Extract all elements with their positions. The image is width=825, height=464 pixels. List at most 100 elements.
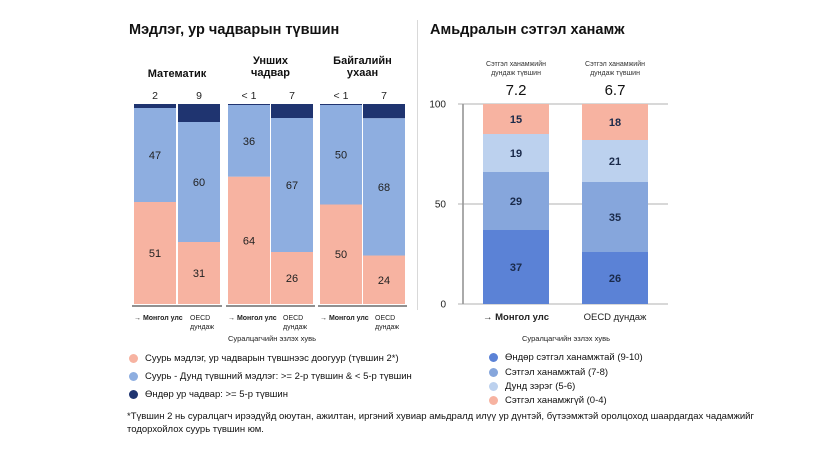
category-label: → Монгол улс — [134, 315, 183, 322]
right-legend-swatch — [489, 353, 498, 362]
bar-segment — [228, 104, 270, 105]
left-legend-swatch — [129, 372, 138, 381]
data-label: 19 — [510, 148, 522, 160]
left-legend-swatch — [129, 354, 138, 363]
data-label: 29 — [510, 196, 522, 208]
left-legend-label: Суурь - Дунд түвшний мэдлэг: >= 2-р түвш… — [145, 371, 412, 382]
bar-segment — [582, 182, 648, 252]
top-value-label: < 1 — [242, 90, 257, 102]
bar-segment — [134, 104, 176, 108]
bar-segment — [483, 134, 549, 172]
bar-segment — [320, 204, 362, 304]
bar-segment — [178, 242, 220, 304]
data-label: 15 — [510, 114, 522, 126]
category-label: → Монгол улс — [228, 315, 277, 322]
category-label: дундаж — [190, 324, 214, 331]
subject-label: Математик — [148, 68, 207, 80]
data-label: 68 — [378, 182, 390, 194]
mean-value: 7.2 — [506, 82, 527, 99]
bar-segment — [228, 176, 270, 304]
top-value-label: 7 — [289, 90, 295, 102]
right-chart-title: Амьдралын сэтгэл ханамж — [430, 22, 625, 38]
left-legend-item-0: Суурь мэдлэг, ур чадварын түвшнээс доогу… — [129, 353, 399, 364]
bar-segment — [271, 118, 313, 252]
data-label: 26 — [286, 273, 298, 285]
data-label: 24 — [378, 275, 390, 287]
bar-segment — [483, 104, 549, 134]
right-legend-item-3: Сэтгэл ханамжгүй (0-4) — [489, 395, 607, 406]
subject-label: Байгалийн — [333, 55, 392, 67]
left-legend-swatch — [129, 390, 138, 399]
right-legend-label: Өндөр сэтгэл ханамжтай (9-10) — [505, 352, 643, 363]
bar-segment — [582, 104, 648, 140]
bar-segment — [320, 104, 362, 205]
bar-segment — [582, 252, 648, 304]
data-label: 21 — [609, 156, 621, 168]
y-tick-label: 0 — [440, 300, 446, 311]
bar-segment — [483, 230, 549, 304]
bar-segment — [228, 104, 270, 177]
top-value-label: 2 — [152, 90, 158, 102]
data-label: 60 — [193, 177, 205, 189]
category-label: OECD — [190, 315, 210, 322]
right-legend-label: Сэтгэл ханамжтай (7-8) — [505, 367, 609, 378]
right-legend-label: Сэтгэл ханамжгүй (0-4) — [505, 395, 607, 406]
data-label: 37 — [510, 262, 522, 274]
left-legend-label: Өндөр ур чадвар: >= 5-р түвшин — [145, 389, 288, 400]
category-label: OECD — [375, 315, 395, 322]
data-label: 31 — [193, 268, 205, 280]
category-label: дундаж — [375, 324, 399, 331]
data-label: 35 — [609, 212, 621, 224]
mean-value: 6.7 — [605, 82, 626, 99]
data-label: 67 — [286, 180, 298, 192]
x-axis-title: Суралцагчийн эзлэх хувь — [522, 334, 610, 343]
right-legend-label: Дунд зэрэг (5-6) — [505, 381, 576, 392]
category-label: OECD дундаж — [584, 312, 647, 323]
data-label: 50 — [335, 150, 347, 162]
bar-segment — [483, 172, 549, 230]
panel-divider — [417, 20, 418, 310]
data-label: 47 — [149, 150, 161, 162]
y-tick-label: 100 — [429, 100, 446, 111]
bar-segment — [178, 122, 220, 242]
category-label: → Монгол улс — [483, 312, 549, 323]
bar-segment — [363, 255, 405, 304]
right-legend-item-1: Сэтгэл ханамжтай (7-8) — [489, 367, 608, 378]
y-tick-label: 50 — [435, 200, 447, 211]
bar-segment — [363, 104, 405, 119]
category-label: OECD — [283, 315, 303, 322]
mean-header-label: дундаж түвшин — [590, 70, 640, 77]
bar-segment — [178, 104, 220, 122]
data-label: 64 — [243, 235, 255, 247]
right-legend-item-0: Өндөр сэтгэл ханамжтай (9-10) — [489, 352, 643, 363]
top-value-label: < 1 — [334, 90, 349, 102]
x-axis-title: Суралцагчийн эзлэх хувь — [228, 334, 316, 343]
category-label: дундаж — [283, 324, 307, 331]
left-legend-item-2: Өндөр ур чадвар: >= 5-р түвшин — [129, 389, 288, 400]
top-value-label: 9 — [196, 90, 202, 102]
bar-segment — [134, 202, 176, 304]
subject-label: чадвар — [251, 67, 290, 79]
bar-segment — [271, 252, 313, 304]
bar-segment — [320, 104, 362, 105]
data-label: 26 — [609, 273, 621, 285]
bar-segment — [271, 104, 313, 118]
data-label: 51 — [149, 248, 161, 260]
right-legend-item-2: Дунд зэрэг (5-6) — [489, 381, 575, 392]
right-legend-swatch — [489, 368, 498, 377]
left-chart-title: Мэдлэг, ур чадварын түвшин — [129, 22, 340, 38]
data-label: 50 — [335, 249, 347, 261]
mean-header-label: дундаж түвшин — [491, 70, 541, 77]
data-label: 18 — [609, 117, 621, 129]
right-legend-swatch — [489, 382, 498, 391]
bar-segment — [582, 140, 648, 182]
data-label: 36 — [243, 136, 255, 148]
bar-segment — [134, 108, 176, 202]
right-legend-swatch — [489, 396, 498, 405]
top-value-label: 7 — [381, 90, 387, 102]
left-legend-item-1: Суурь - Дунд түвшний мэдлэг: >= 2-р түвш… — [129, 371, 412, 382]
subject-label: Унших — [253, 55, 289, 67]
mean-header-label: Сэтгэл ханамжийн — [585, 60, 645, 68]
left-legend-label: Суурь мэдлэг, ур чадварын түвшнээс доогу… — [145, 353, 399, 364]
